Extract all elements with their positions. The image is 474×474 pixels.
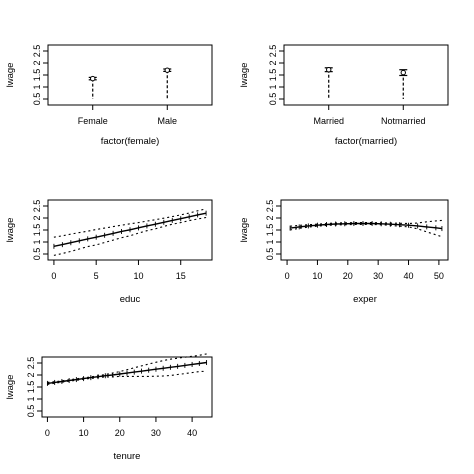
y-tick-label: 0.5 bbox=[268, 93, 278, 106]
y-tick-label: 2 bbox=[32, 215, 42, 220]
y-tick-label: 2.5 bbox=[268, 45, 278, 58]
y-tick-label: 1 bbox=[265, 239, 275, 244]
panel-female-xlabel: factor(female) bbox=[101, 136, 160, 147]
panel-exper-xlabel: exper bbox=[353, 294, 377, 305]
x-tick-label: 30 bbox=[373, 271, 383, 281]
x-tick-label: 0 bbox=[45, 428, 50, 438]
x-tick-label: 40 bbox=[404, 271, 414, 281]
fitted-line bbox=[290, 222, 442, 230]
panel-female-marks bbox=[88, 67, 172, 99]
panel-educ-marks bbox=[53, 208, 207, 256]
panel-educ-xlabel: educ bbox=[120, 294, 141, 305]
x-tick-label: 0 bbox=[285, 271, 290, 281]
panel-married-marks bbox=[324, 67, 408, 99]
confidence-band-upper bbox=[290, 219, 442, 227]
x-tick-label: 15 bbox=[176, 271, 186, 281]
estimate-point bbox=[326, 67, 332, 73]
x-tick-label: 10 bbox=[133, 271, 143, 281]
panel-female-x-ticks: Female Male bbox=[78, 105, 177, 126]
panel-female-ylabel: lwage bbox=[5, 63, 16, 88]
y-tick-label: 0.5 bbox=[32, 93, 42, 106]
panel-educ-y-ticks: 0.5 1 1.5 2 2.5 bbox=[32, 200, 48, 261]
panel-tenure: tenure lwage 0.5 1 1.5 2 2.5 0 10 20 30 40 bbox=[5, 353, 213, 462]
x-tick-label: 10 bbox=[312, 271, 322, 281]
y-tick-label: 1.5 bbox=[265, 224, 275, 237]
panel-exper-x-ticks: 0 10 20 30 40 50 bbox=[285, 260, 444, 281]
panel-tenure-y-ticks: 0.5 1 1.5 2 2.5 bbox=[26, 357, 42, 418]
estimate-point bbox=[90, 75, 96, 82]
panel-exper-y-ticks: 0.5 1 1.5 2 2.5 bbox=[265, 200, 281, 261]
y-tick-label: 2.5 bbox=[26, 357, 36, 370]
x-tick-label: Notmarried bbox=[381, 116, 426, 126]
panel-tenure-frame bbox=[41, 356, 213, 418]
panel-married: factor(married) lwage 0.5 1 1.5 2 2.5 Marrie… bbox=[239, 44, 449, 147]
x-tick-label: 40 bbox=[187, 428, 197, 438]
y-tick-label: 0.5 bbox=[26, 405, 36, 418]
panel-female: factor(female) lwage 0.5 1 1.5 2 2.5 Female M… bbox=[5, 44, 213, 147]
x-tick-label: 20 bbox=[343, 271, 353, 281]
y-tick-label: 2.5 bbox=[32, 200, 42, 213]
x-tick-label: 30 bbox=[151, 428, 161, 438]
panel-tenure-marks bbox=[46, 353, 208, 386]
panel-educ-ylabel: lwage bbox=[5, 218, 16, 243]
x-tick-label: 0 bbox=[51, 271, 56, 281]
x-tick-label: 50 bbox=[434, 271, 444, 281]
panel-exper-ylabel: lwage bbox=[239, 218, 250, 243]
panel-exper-marks bbox=[289, 219, 443, 238]
y-tick-label: 2 bbox=[32, 60, 42, 65]
y-tick-label: 2 bbox=[265, 215, 275, 220]
x-tick-label: 20 bbox=[115, 428, 125, 438]
confidence-band-lower bbox=[53, 216, 207, 256]
x-tick-label: 5 bbox=[94, 271, 99, 281]
x-tick-label: Male bbox=[158, 116, 178, 126]
y-tick-label: 0.5 bbox=[265, 248, 275, 261]
y-tick-label: 1.5 bbox=[268, 69, 278, 82]
y-tick-label: 2 bbox=[26, 372, 36, 377]
y-tick-label: 1 bbox=[26, 396, 36, 401]
estimate-point bbox=[164, 67, 170, 73]
panel-married-x-ticks: Married Notmarried bbox=[313, 105, 426, 126]
panel-female-y-ticks: 0.5 1 1.5 2 2.5 bbox=[32, 45, 48, 106]
panel-tenure-ylabel: lwage bbox=[5, 375, 16, 400]
panel-female-frame bbox=[47, 44, 213, 106]
x-tick-label: 10 bbox=[79, 428, 89, 438]
confidence-band-upper bbox=[47, 353, 207, 383]
y-tick-label: 2 bbox=[268, 60, 278, 65]
estimate-point bbox=[400, 69, 406, 76]
panel-educ: educ lwage 0.5 1 1.5 2 2.5 0 5 10 15 bbox=[5, 199, 213, 305]
panel-exper-frame bbox=[280, 199, 449, 261]
y-tick-label: 1.5 bbox=[26, 381, 36, 394]
x-tick-label: Female bbox=[78, 116, 108, 126]
x-tick-label: Married bbox=[313, 116, 344, 126]
panel-educ-x-ticks: 0 5 10 15 bbox=[51, 260, 186, 281]
y-tick-label: 1 bbox=[32, 84, 42, 89]
panel-tenure-xlabel: tenure bbox=[114, 451, 141, 462]
y-tick-label: 2.5 bbox=[32, 45, 42, 58]
panel-tenure-x-ticks: 0 10 20 30 40 bbox=[45, 417, 197, 438]
y-tick-label: 0.5 bbox=[32, 248, 42, 261]
panel-married-ylabel: lwage bbox=[239, 63, 250, 88]
y-tick-label: 1.5 bbox=[32, 224, 42, 237]
y-tick-label: 2.5 bbox=[265, 200, 275, 213]
panel-married-xlabel: factor(married) bbox=[335, 136, 397, 147]
y-tick-label: 1 bbox=[268, 84, 278, 89]
confidence-band-lower bbox=[289, 223, 443, 238]
y-tick-label: 1.5 bbox=[32, 69, 42, 82]
panel-married-y-ticks: 0.5 1 1.5 2 2.5 bbox=[268, 45, 284, 106]
confidence-band-upper bbox=[53, 208, 207, 238]
panel-married-frame bbox=[283, 44, 449, 106]
y-tick-label: 1 bbox=[32, 239, 42, 244]
panel-exper: exper lwage 0.5 1 1.5 2 2.5 0 10 20 30 40 50 bbox=[239, 199, 449, 305]
